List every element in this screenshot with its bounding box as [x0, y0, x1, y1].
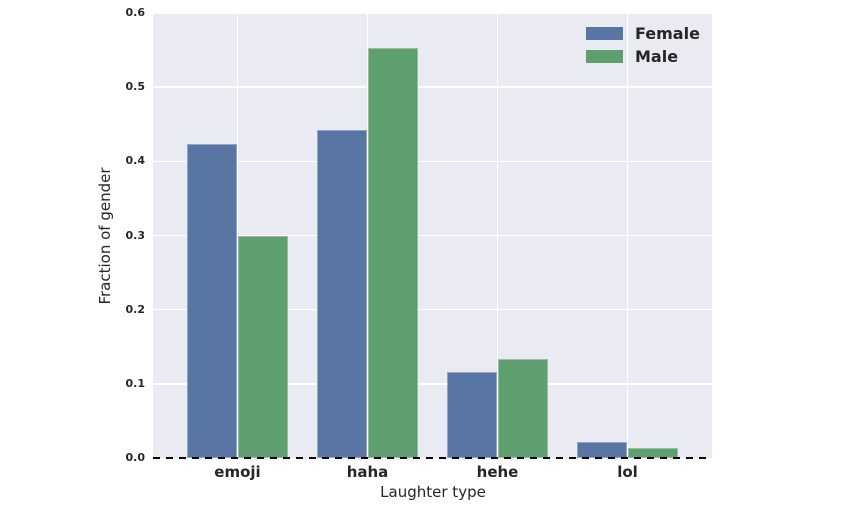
- gridline-y-0.2: [153, 308, 712, 311]
- x-tick-emoji: emoji: [214, 463, 261, 481]
- bar-female-lol: [577, 442, 628, 458]
- bar-female-hehe: [447, 371, 498, 458]
- legend-item-male: Male: [586, 45, 700, 68]
- bar-female-emoji: [187, 144, 238, 458]
- legend: Female Male: [586, 22, 700, 68]
- zero-baseline-dashed-line: [153, 457, 712, 459]
- legend-swatch-female: [586, 27, 623, 40]
- y-tick-0.5: 0.5: [125, 80, 146, 94]
- y-tick-0.0: 0.0: [125, 451, 146, 464]
- x-tick-lol: lol: [617, 463, 638, 481]
- gridline-y-0.5: [153, 86, 712, 88]
- y-tick-0.4: 0.4: [125, 154, 146, 168]
- legend-swatch-male: [586, 50, 623, 63]
- bar-female-haha: [317, 130, 368, 458]
- y-tick-0.2: 0.2: [125, 302, 146, 316]
- gridline-y-0.3: [153, 234, 712, 237]
- x-tick-haha: haha: [346, 463, 389, 481]
- legend-label-male: Male: [635, 47, 679, 66]
- legend-item-female: Female: [586, 22, 700, 45]
- bar-male-hehe: [497, 359, 548, 458]
- gridline-y-0.6: [153, 12, 712, 14]
- x-axis-label: Laughter type: [380, 483, 486, 501]
- y-tick-0.3: 0.3: [125, 228, 146, 242]
- y-tick-0.6: 0.6: [125, 6, 146, 19]
- gridline-y-0.1: [153, 383, 712, 385]
- legend-label-female: Female: [635, 24, 700, 43]
- bar-male-emoji: [237, 235, 288, 458]
- bar-male-haha: [367, 47, 418, 458]
- gridline-y-0.4: [153, 160, 712, 163]
- y-tick-0.1: 0.1: [125, 376, 146, 390]
- x-tick-hehe: hehe: [476, 463, 519, 481]
- plot-area: Female Male: [153, 12, 712, 459]
